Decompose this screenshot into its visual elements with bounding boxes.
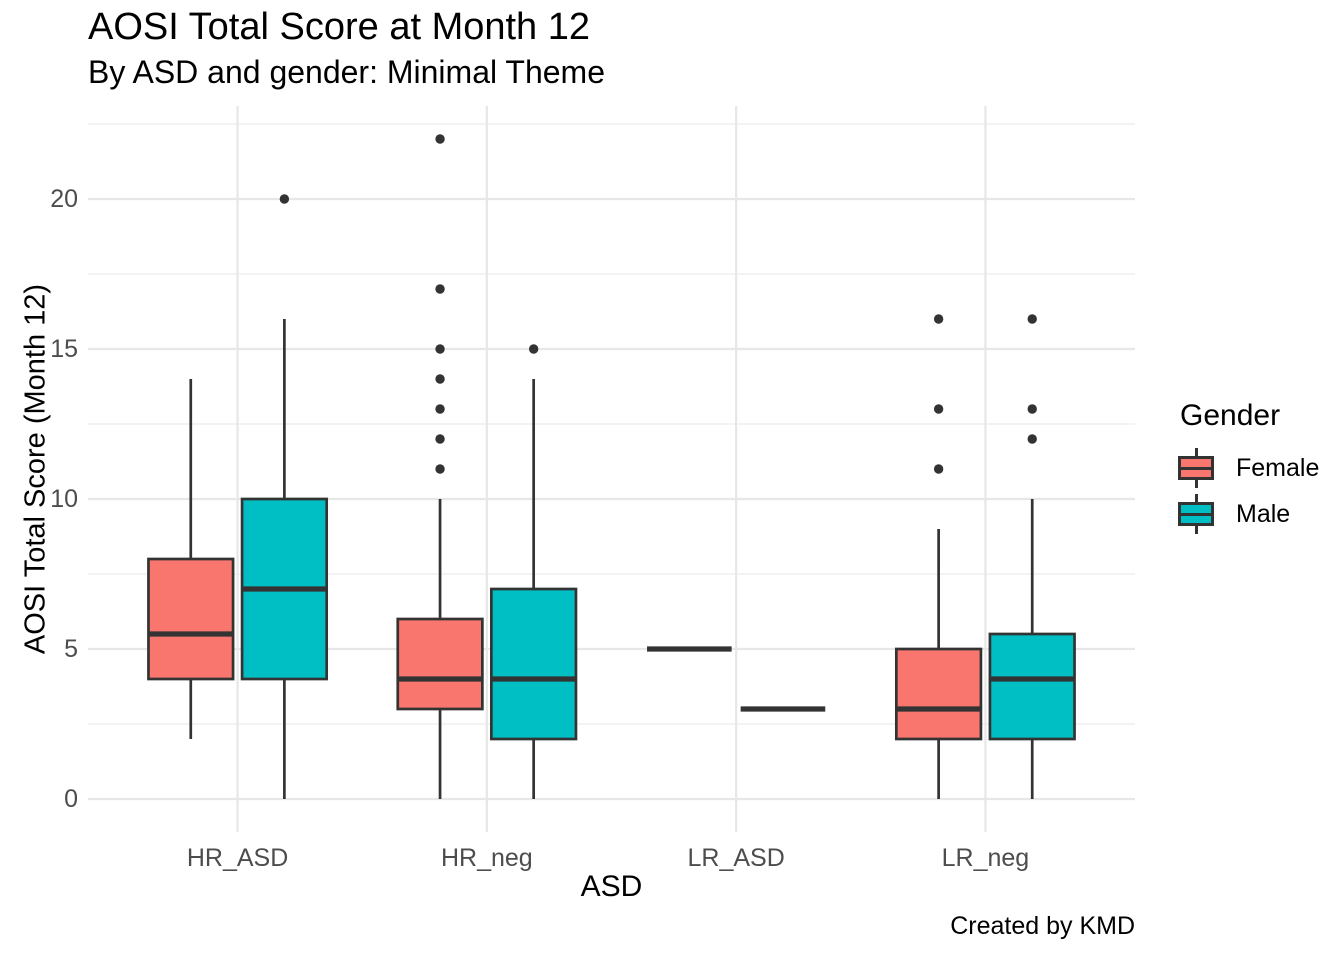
boxplot-key-icon [1178, 492, 1214, 536]
box-LR_neg-female [894, 647, 983, 741]
outlier-LR_neg-female-13 [933, 404, 944, 414]
box-HR_ASD-female [147, 557, 235, 681]
box-HR_neg-female [396, 617, 484, 711]
outlier-LR_neg-male-16 [1027, 314, 1037, 324]
box-HR_neg-male [490, 587, 578, 741]
outlier-HR_neg-female-15 [435, 344, 445, 354]
y-axis-title: AOSI Total Score (Month 12) [19, 283, 52, 655]
legend-entry-female: Female [1178, 445, 1319, 491]
outlier-LR_neg-male-13 [1027, 404, 1037, 414]
legend-label-male: Male [1236, 499, 1291, 528]
key-box [1178, 456, 1214, 480]
x-axis-title: ASD [580, 870, 643, 903]
chart-title: AOSI Total Score at Month 12 [88, 6, 591, 48]
legend-title: Gender [1180, 399, 1281, 432]
outlier-LR_neg-male-12 [1027, 434, 1037, 444]
legend: Gender Female Male [1178, 399, 1319, 537]
outlier-LR_neg-female-16 [933, 314, 944, 324]
outlier-HR_neg-female-22 [435, 134, 445, 144]
outlier-HR_neg-female-17 [435, 284, 445, 294]
boxplot-key-icon [1178, 446, 1214, 490]
outlier-HR_neg-female-12 [435, 434, 445, 444]
box-LR_neg-male [988, 632, 1076, 741]
outlier-HR_neg-female-14 [435, 374, 445, 384]
legend-entry-male: Male [1178, 491, 1319, 537]
outlier-HR_neg-female-13 [435, 404, 445, 414]
outlier-HR_neg-female-11 [435, 464, 445, 474]
chart-subtitle: By ASD and gender: Minimal Theme [88, 54, 605, 90]
outlier-HR_ASD-male-20 [279, 194, 290, 204]
chart-caption: Created by KMD [950, 912, 1135, 940]
legend-label-female: Female [1236, 453, 1320, 482]
key-box [1178, 502, 1214, 526]
outlier-HR_neg-male-15 [528, 344, 539, 354]
outlier-LR_neg-female-11 [933, 464, 944, 474]
